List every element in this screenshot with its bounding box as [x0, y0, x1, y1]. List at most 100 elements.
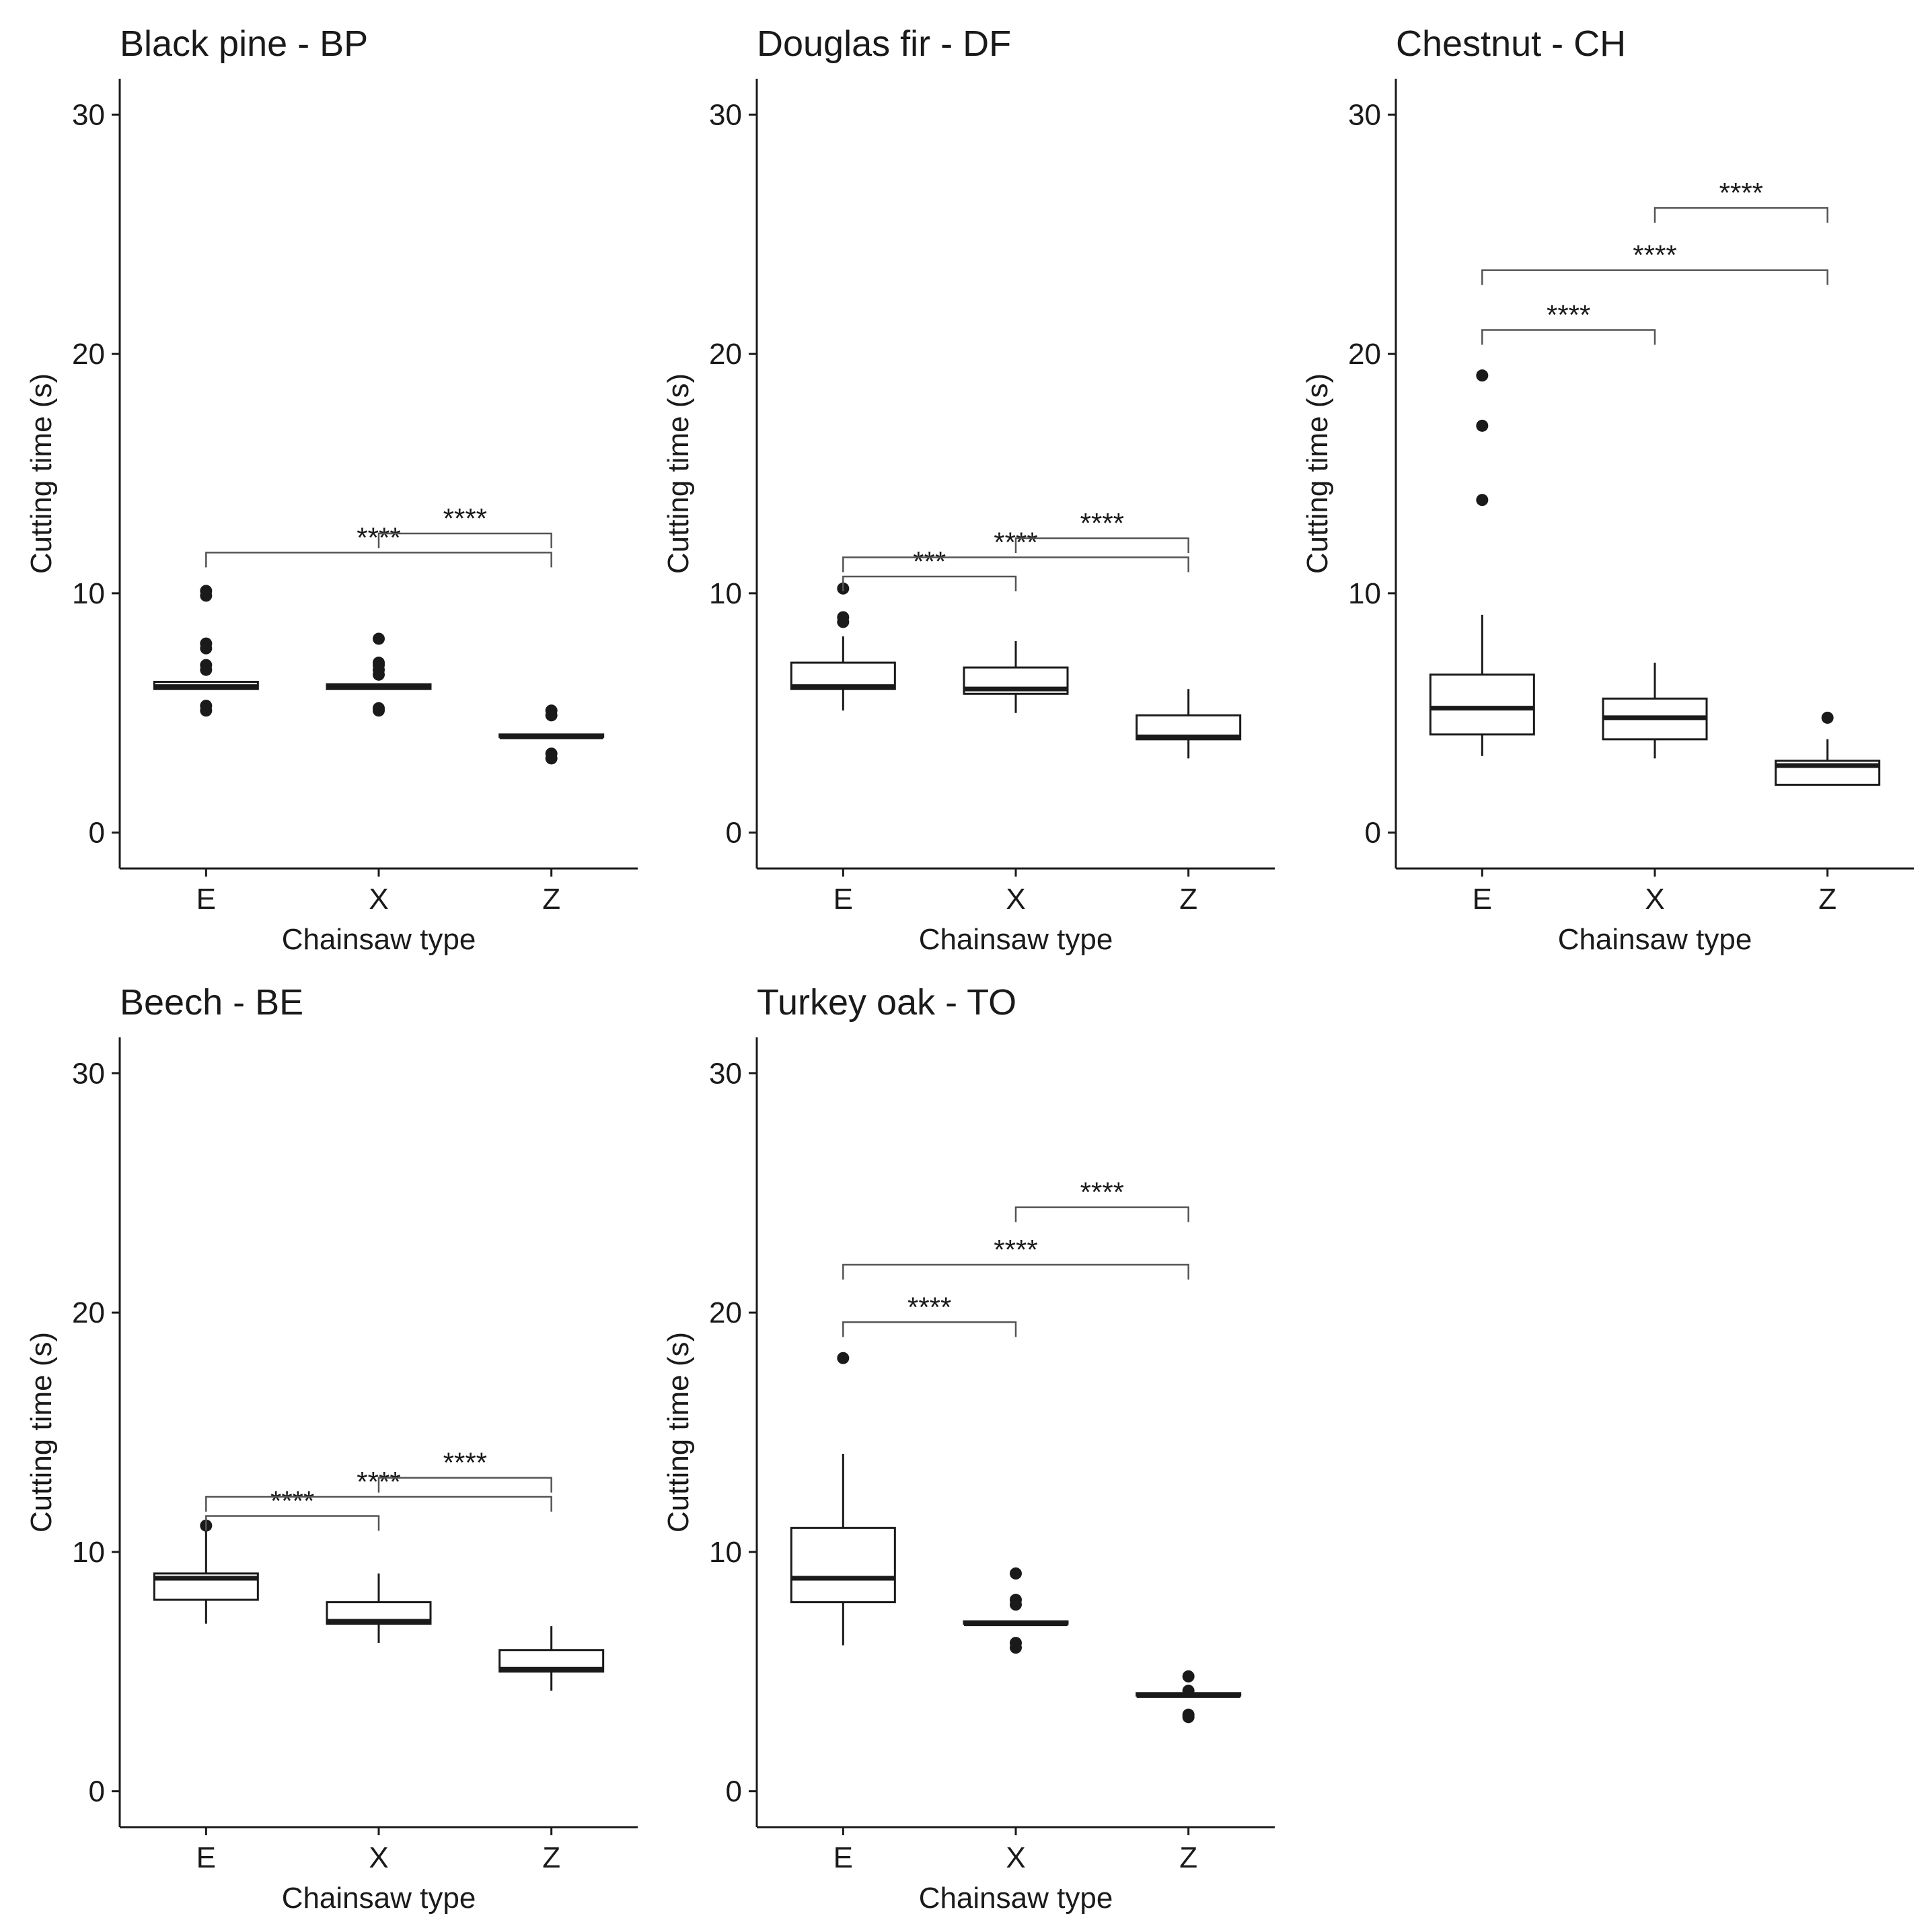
y-tick-label: 10 [72, 577, 105, 610]
y-tick-label: 0 [89, 817, 105, 850]
outlier-point [200, 589, 213, 602]
significance-label: **** [1719, 177, 1763, 209]
outlier-point [1010, 1567, 1022, 1580]
box-iqr [790, 1526, 896, 1604]
significance-bracket [1014, 537, 1189, 554]
y-tick-label: 10 [709, 577, 742, 610]
outlier-point [1010, 1641, 1022, 1654]
y-tick-label: 20 [1348, 338, 1381, 371]
y-tick-label: 0 [89, 1775, 105, 1808]
y-tick-label: 0 [1365, 817, 1381, 850]
outlier-point [200, 663, 213, 676]
x-tick-label: X [1006, 883, 1025, 916]
x-axis-title: Chainsaw type [919, 1882, 1113, 1915]
outlier-point [837, 1352, 850, 1364]
y-tick-label: 30 [709, 98, 742, 131]
significance-bracket [1014, 1206, 1189, 1222]
x-tick-label: E [833, 883, 853, 916]
chart-panel: Douglas fir - DF 0 10 20 30 E X Z Chainsaw type C… [662, 24, 1275, 956]
x-tick-label: E [196, 1841, 216, 1874]
chart-title: Chestnut - CH [1396, 24, 1626, 64]
significance-bracket [842, 1321, 1017, 1337]
significance-label: **** [443, 503, 487, 534]
significance-bracket [1481, 269, 1828, 285]
outlier-point [1821, 711, 1834, 724]
x-tick-label: E [833, 1841, 853, 1874]
x-tick-label: X [369, 883, 388, 916]
y-axis-title: Cutting time (s) [25, 1332, 58, 1533]
x-tick-label: E [196, 883, 216, 916]
outlier-point [373, 704, 385, 717]
outlier-point [1182, 1711, 1195, 1724]
significance-bracket [1654, 207, 1828, 223]
significance-bracket [842, 1263, 1189, 1280]
chart-title: Turkey oak - TO [757, 982, 1016, 1023]
x-tick-label: X [1645, 883, 1664, 916]
y-tick-label: 10 [1348, 577, 1381, 610]
significance-label: **** [1633, 239, 1676, 271]
significance-label: **** [1547, 299, 1590, 331]
significance-bracket [377, 1477, 552, 1493]
outlier-point [1182, 1670, 1195, 1683]
y-tick-label: 30 [1348, 98, 1381, 131]
significance-label: **** [994, 1234, 1037, 1265]
significance-bracket [1481, 329, 1656, 345]
y-tick-label: 10 [709, 1536, 742, 1569]
chart-title: Douglas fir - DF [757, 24, 1011, 64]
chart-panel: Black pine - BP 0 10 20 30 E X Z Chainsaw type Cu… [25, 24, 638, 956]
y-axis-title: Cutting time (s) [1301, 373, 1334, 574]
significance-bracket [842, 556, 1189, 573]
significance-label: **** [443, 1447, 487, 1479]
y-tick-label: 30 [72, 98, 105, 131]
y-tick-label: 30 [709, 1057, 742, 1090]
x-tick-label: Z [1818, 883, 1836, 916]
x-axis-title: Chainsaw type [282, 1882, 476, 1915]
x-tick-label: Z [1179, 1841, 1197, 1874]
y-tick-label: 10 [72, 1536, 105, 1569]
outlier-point [545, 752, 558, 765]
outlier-point [1010, 1598, 1022, 1611]
y-tick-label: 0 [726, 817, 742, 850]
box-iqr [1429, 673, 1535, 736]
y-tick-label: 20 [72, 338, 105, 371]
x-tick-label: X [1006, 1841, 1025, 1874]
x-tick-label: X [369, 1841, 388, 1874]
chart-panel: Chestnut - CH 0 10 20 30 E X Z Chainsaw type Cutt… [1301, 24, 1914, 956]
outlier-point [1182, 1685, 1195, 1697]
y-tick-label: 30 [72, 1057, 105, 1090]
outlier-point [1476, 419, 1489, 432]
outlier-point [200, 642, 213, 655]
significance-label: **** [1080, 507, 1124, 539]
y-axis-title: Cutting time (s) [662, 1332, 695, 1533]
x-axis-title: Chainsaw type [1558, 923, 1752, 956]
chart-panel: Beech - BE 0 10 20 30 E X Z Chainsaw type Cutting… [25, 982, 638, 1915]
significance-bracket [842, 575, 1017, 591]
chart-panel: Turkey oak - TO 0 10 20 30 E X Z Chainsaw type Cu… [662, 982, 1275, 1915]
x-tick-label: Z [1179, 883, 1197, 916]
outlier-point [373, 632, 385, 645]
y-tick-label: 20 [709, 338, 742, 371]
y-tick-label: 20 [72, 1296, 105, 1329]
y-axis-title: Cutting time (s) [662, 373, 695, 574]
significance-label: **** [1080, 1177, 1124, 1208]
chart-title: Black pine - BP [120, 24, 368, 64]
outlier-point [545, 709, 558, 722]
x-axis-title: Chainsaw type [282, 923, 476, 956]
y-axis-title: Cutting time (s) [25, 373, 58, 574]
outlier-point [1476, 494, 1489, 507]
x-tick-label: Z [542, 1841, 560, 1874]
x-tick-label: E [1473, 883, 1492, 916]
outlier-point [373, 668, 385, 681]
outlier-point [837, 616, 850, 628]
x-axis-title: Chainsaw type [919, 923, 1113, 956]
significance-label: **** [270, 1485, 314, 1517]
significance-label: *** [913, 546, 946, 577]
significance-bracket [205, 1515, 380, 1531]
outlier-point [200, 704, 213, 717]
significance-label: **** [907, 1291, 951, 1323]
x-tick-label: Z [542, 883, 560, 916]
significance-bracket [205, 1496, 552, 1512]
y-tick-label: 0 [726, 1775, 742, 1808]
significance-bracket [205, 552, 552, 568]
